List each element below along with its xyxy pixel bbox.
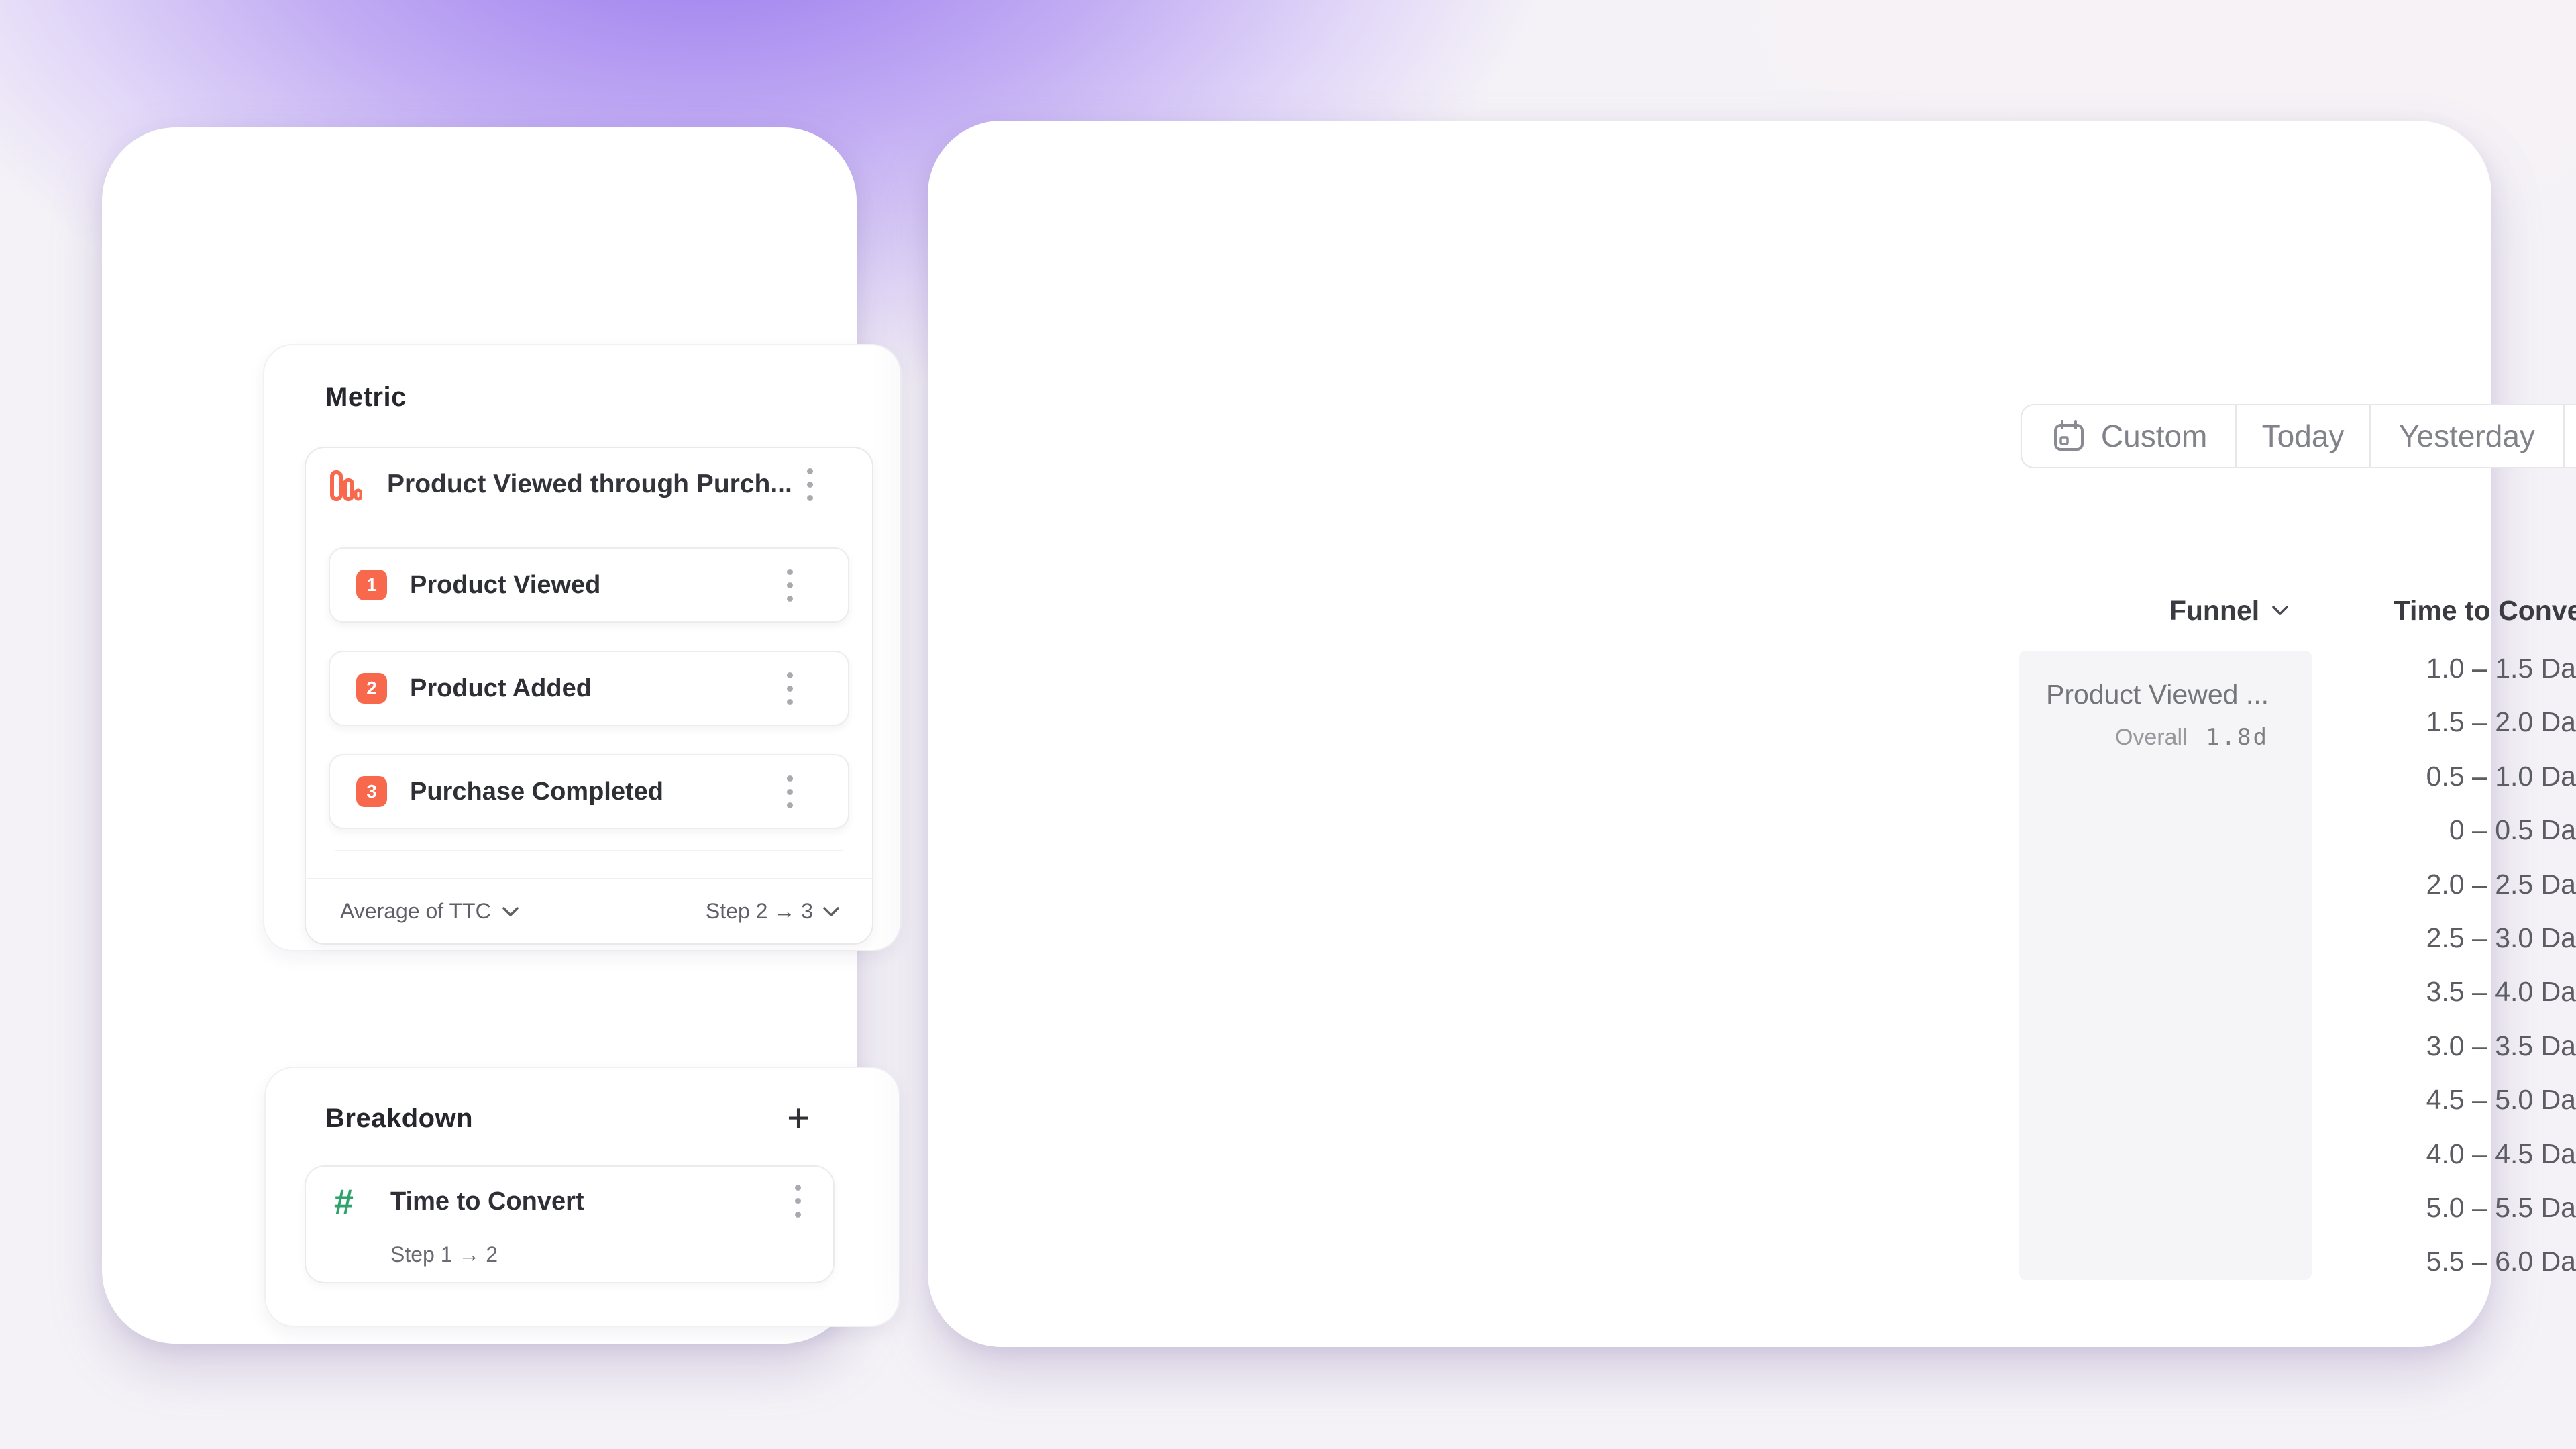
funnel-step-row-1[interactable]: 1 Product Viewed: [329, 547, 849, 623]
time-to-convert-column-header[interactable]: Time to Convert: [2393, 594, 2576, 626]
bucket-label: 3.0 – 3.5 Days: [2426, 1030, 2576, 1061]
step-label: Product Viewed: [410, 570, 601, 599]
breakdown-heading: Breakdown: [325, 1104, 474, 1133]
funnel-group-cell[interactable]: Product Viewed ... Overall 1.8d: [2019, 651, 2312, 1280]
chart-row: 0 – 0.5 Days 1.9d: [2337, 803, 2576, 857]
date-range-control: Custom Today Yesterday 7D 30D 3M 6M 12M …: [2021, 404, 2576, 468]
step-number-badge: 3: [356, 776, 387, 807]
bucket-label: 5.5 – 6.0 Days: [2426, 1245, 2576, 1277]
date-option-today[interactable]: Today: [2237, 405, 2371, 467]
step-kebab-icon[interactable]: [787, 672, 793, 705]
funnel-chart-icon: [330, 470, 362, 501]
breakdown-item-title: Time to Convert: [390, 1187, 584, 1216]
bucket-label: 2.0 – 2.5 Days: [2426, 868, 2576, 900]
step-label: Purchase Completed: [410, 777, 663, 806]
bucket-label: 1.5 – 2.0 Days: [2426, 706, 2576, 737]
funnel-group-overall: Overall 1.8d: [2019, 724, 2269, 751]
date-option-7d[interactable]: 7D: [2565, 405, 2576, 467]
step-label: Product Added: [410, 674, 592, 702]
overall-label: Overall: [2114, 724, 2188, 750]
funnel-metric-title: Product Viewed through Purch...: [387, 470, 792, 498]
step-kebab-icon[interactable]: [787, 775, 793, 808]
bucket-label: 4.0 – 4.5 Days: [2426, 1138, 2576, 1169]
funnel-step-row-3[interactable]: 3 Purchase Completed: [329, 754, 849, 829]
date-option-custom[interactable]: Custom: [2022, 405, 2237, 467]
chart-row: 4.5 – 5.0 Days 22.2h: [2337, 1073, 2576, 1126]
funnel-group-title: Product Viewed ...: [2046, 679, 2269, 710]
measure-dropdown-label: Average of TTC: [340, 899, 491, 923]
chevron-down-icon: [502, 906, 519, 917]
funnel-step-row-2[interactable]: 2 Product Added: [329, 651, 849, 726]
bucket-label: 3.5 – 4.0 Days: [2426, 975, 2576, 1007]
chart-panel: Custom Today Yesterday 7D 30D 3M 6M 12M …: [928, 121, 2576, 1347]
measure-dropdown[interactable]: Average of TTC: [340, 899, 519, 924]
step-range-dropdown-label: Step 2 → 3: [705, 899, 813, 923]
chart-row: 2.0 – 2.5 Days 1.6d: [2337, 857, 2576, 911]
metric-builder-panel: Metric Product Viewed through Purch... 1…: [102, 127, 902, 1344]
chart-row: 3.5 – 4.0 Days 1.2d: [2337, 965, 2576, 1018]
bucket-label: 5.0 – 5.5 Days: [2426, 1191, 2576, 1223]
chart-row: 4.0 – 4.5 Days 18h: [2337, 1127, 2576, 1181]
bucket-label: 0 – 0.5 Days: [2449, 814, 2576, 845]
bucket-label: 1.0 – 1.5 Days: [2426, 652, 2576, 684]
divider: [335, 850, 843, 851]
metric-heading: Metric: [325, 382, 407, 412]
chart-row: 3.0 – 3.5 Days 1.1d: [2337, 1019, 2576, 1073]
date-option-yesterday[interactable]: Yesterday: [2371, 405, 2565, 467]
step-number-badge: 2: [356, 673, 387, 704]
breakdown-item-kebab-icon[interactable]: [795, 1185, 801, 1218]
bucket-label: 0.5 – 1.0 Days: [2426, 760, 2576, 792]
funnel-column-header[interactable]: Funnel: [2068, 590, 2390, 631]
chart-row: 1.5 – 2.0 Days 2d: [2337, 695, 2576, 749]
chart-row: 5.5 – 6.0 Days 9.5h: [2337, 1234, 2576, 1288]
add-breakdown-button[interactable]: +: [787, 1095, 810, 1140]
funnel-metric-kebab-icon[interactable]: [807, 468, 813, 501]
step-number-badge: 1: [356, 570, 387, 600]
overall-value: 1.8d: [2206, 724, 2269, 751]
chart-row: 0.5 – 1.0 Days 2d: [2337, 749, 2576, 803]
chart-row: 5.0 – 5.5 Days 16.2h: [2337, 1181, 2576, 1234]
step-range-dropdown[interactable]: Step 2 → 3: [706, 899, 840, 924]
chart-row: 1.0 – 1.5 Days 2d: [2337, 641, 2576, 695]
hash-icon: #: [334, 1183, 354, 1222]
chevron-down-icon: [822, 906, 840, 917]
step-kebab-icon[interactable]: [787, 568, 793, 602]
chevron-down-icon: [2271, 605, 2289, 616]
breakdown-item-card[interactable]: [305, 1165, 835, 1283]
bucket-label: 2.5 – 3.0 Days: [2426, 922, 2576, 953]
chart-row: 2.5 – 3.0 Days 1.6d: [2337, 911, 2576, 965]
bucket-label: 4.5 – 5.0 Days: [2426, 1083, 2576, 1115]
calendar-icon: [2053, 420, 2084, 451]
funnel-card-footer: Average of TTC Step 2 → 3: [305, 878, 873, 943]
breakdown-item-subtitle: Step 1 → 2: [390, 1242, 498, 1267]
